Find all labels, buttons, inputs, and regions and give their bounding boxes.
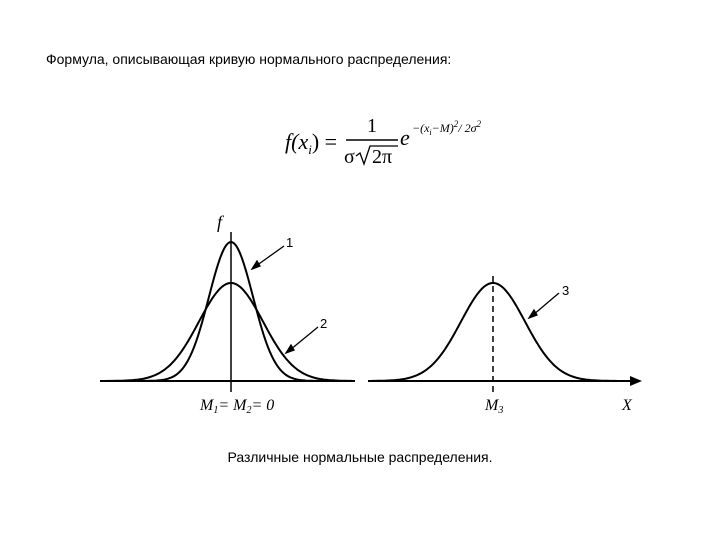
- root-sign: [355, 145, 398, 166]
- diagram: f X M1= M2= 0 M3 1 2 3: [100, 212, 642, 416]
- formula-part: f: [285, 129, 294, 154]
- formula-part: σ: [344, 146, 355, 168]
- axis-label: X: [621, 397, 633, 414]
- origin-label: M1= M2= 0: [199, 397, 274, 416]
- formula-part: i: [429, 128, 431, 137]
- curve: [106, 241, 352, 382]
- curve: [105, 282, 352, 382]
- mean-label: M3: [484, 397, 503, 416]
- label-part: M: [199, 397, 215, 414]
- arrowhead: [527, 308, 538, 320]
- label-part: 3: [497, 405, 503, 416]
- curve-label: 2: [320, 316, 327, 331]
- curve-label: 3: [562, 283, 569, 298]
- formula-part: 2: [454, 119, 459, 129]
- label-part: = 0: [251, 397, 274, 414]
- formula-part: 1: [367, 115, 377, 137]
- formula-part: i: [308, 142, 312, 157]
- heading: Формула, описывающая кривую нормального …: [46, 51, 451, 67]
- formula-part: 2: [477, 119, 482, 129]
- pointer: [532, 292, 560, 316]
- pointer: [289, 326, 319, 351]
- arrowhead: [250, 259, 261, 271]
- formula: f(xi) = 1 σ 2π e −(xi−M)2/ 2σ2: [285, 115, 482, 168]
- formula-part: ) =: [312, 129, 337, 154]
- label-part: = M: [218, 397, 248, 414]
- formula-part: f(xi) =: [285, 129, 337, 157]
- formula-part: (x: [291, 129, 308, 154]
- formula-part: e: [400, 125, 410, 150]
- formula-exponent: −(xi−M)2/ 2σ2: [412, 119, 482, 137]
- label-part: M: [484, 397, 500, 414]
- formula-part: −(x: [412, 121, 430, 135]
- arrowhead: [284, 343, 295, 355]
- axis-arrow: [630, 376, 642, 386]
- formula-part: / 2σ: [457, 121, 477, 135]
- caption: Различные нормальные распределения.: [227, 449, 492, 465]
- label-part: 2: [246, 405, 251, 416]
- curve: [372, 282, 622, 382]
- axis-label: f: [217, 212, 225, 232]
- formula-part: −M): [432, 121, 454, 135]
- formula-part: 2π: [372, 146, 392, 168]
- label-part: 1: [213, 405, 218, 416]
- pointer: [255, 245, 285, 267]
- curve-label: 1: [286, 235, 293, 250]
